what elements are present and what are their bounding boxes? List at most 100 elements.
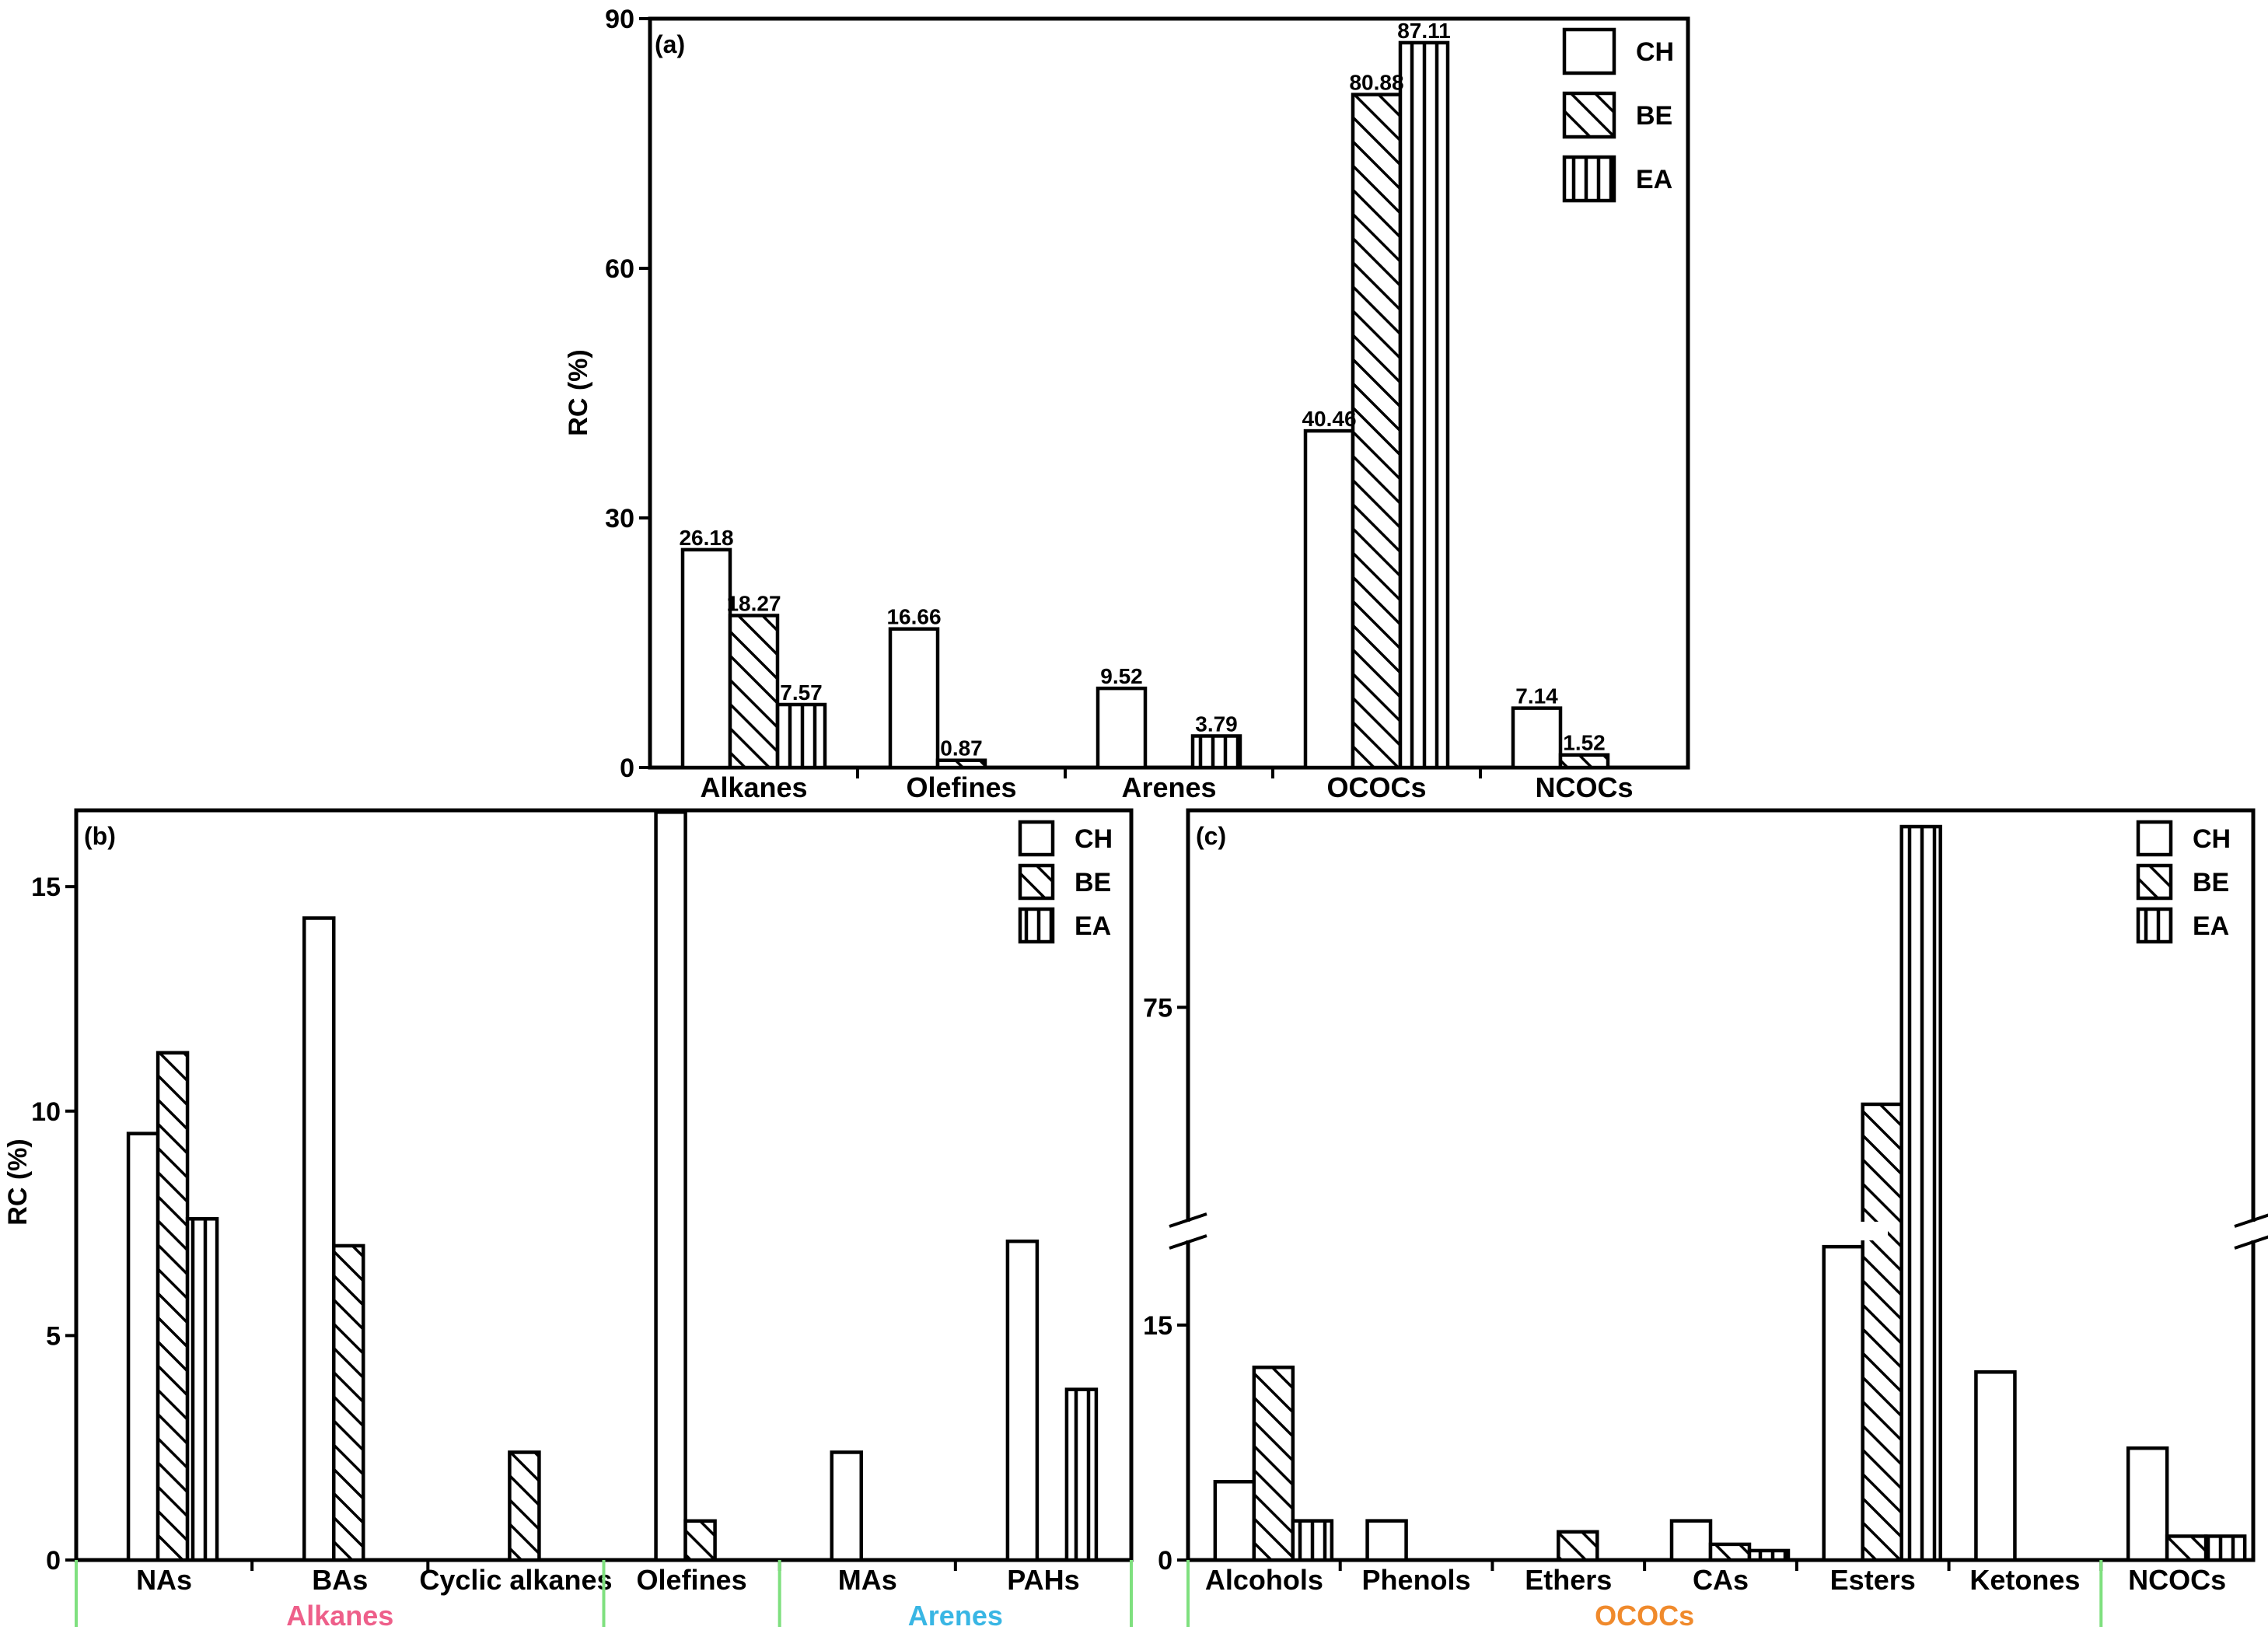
panel-b-bar-ch [302, 916, 336, 1562]
panel-c-label: (c) [1196, 822, 1226, 850]
panel-a-data-label: 3.79 [1195, 712, 1238, 736]
panel-a-data-label: 0.87 [940, 736, 983, 761]
panel-c-bar-ch [1669, 1519, 1713, 1562]
panel-b-label: (b) [84, 822, 116, 850]
panel-c-x-tick-label: Phenols [1362, 1564, 1471, 1596]
panel-c-break-mark [1169, 1234, 1207, 1250]
legend-swatch-b-be [1018, 863, 1055, 901]
panel-c-y-tick-label: 75 [1143, 993, 1172, 1023]
panel-a-data-label: 26.18 [679, 526, 733, 550]
panel-a-data-label: 7.57 [780, 680, 823, 705]
panel-c-bar-ea [1291, 1519, 1334, 1562]
panel-c-axis-gap-left [1183, 1222, 1193, 1240]
panel-b-bar-ch [830, 1450, 863, 1562]
legend-label-c-be: BE [2193, 868, 2229, 897]
legend-swatch-b-ch [1018, 820, 1055, 857]
panel-a-data-label: 87.11 [1397, 19, 1451, 43]
panel-b-x-tick-label: PAHs [1007, 1564, 1079, 1596]
legend-swatch-b-ea [1018, 907, 1055, 944]
panel-b-y-tick-label: 0 [46, 1546, 61, 1576]
panel-a-frame [648, 16, 1690, 770]
panel-b-bar-ch [654, 810, 687, 1562]
panel-b-bar-be [683, 1519, 717, 1562]
panel-b-frame [74, 808, 1134, 1562]
panel-c-break-mark [2234, 1235, 2268, 1250]
panel-c-group-label: OCOCs [1595, 1600, 1694, 1632]
panel-c-bar-ch [2126, 1446, 2169, 1562]
panel-c-bar-ea [1899, 824, 1942, 1562]
panel-c-bar-be [1557, 1530, 1599, 1562]
panel-c-bar-ch [1213, 1480, 1256, 1562]
panel-c-x-tick-label: Ethers [1525, 1564, 1612, 1596]
panel-b-bar-ea [1064, 1387, 1099, 1562]
panel-c-y-tick-label: 15 [1143, 1311, 1172, 1341]
panel-a-bar-be [728, 614, 780, 770]
panel-a-y-axis-title: RC (%) [564, 349, 593, 435]
panel-a-bar-ea [1398, 40, 1450, 770]
panel-a-data-label: 7.14 [1515, 684, 1558, 708]
panel-b-group-label: Alkanes [286, 1600, 393, 1632]
legend-label-a-be: BE [1636, 101, 1672, 131]
panel-a-x-tick-label: OCOCs [1326, 771, 1426, 803]
legend-swatch-a-be [1562, 91, 1616, 139]
panel-c-bar-gap [1655, 1222, 1888, 1240]
panel-a-bar-ch [1303, 428, 1355, 770]
panel-a-y-tick-label: 0 [620, 754, 634, 783]
panel-a-data-label: 80.88 [1349, 71, 1403, 95]
panel-b-bar-ch [126, 1132, 160, 1562]
panel-a-bar-ea [1190, 734, 1242, 770]
panel-c-y-tick-label: 0 [1158, 1546, 1172, 1576]
panel-c-x-tick-label: CAs [1693, 1564, 1749, 1596]
panel-a-bar-ch [1096, 686, 1148, 770]
panel-a-bar-ch [1511, 706, 1563, 770]
panel-c-axis-gap-right [2249, 1222, 2258, 1240]
legend-label-b-ch: CH [1075, 824, 1113, 854]
panel-b-y-tick-label: 5 [46, 1321, 61, 1351]
panel-b-y-tick-label: 10 [31, 1097, 61, 1127]
panel-a-y-tick-label: 60 [605, 254, 634, 284]
panel-a-data-label: 9.52 [1100, 664, 1143, 688]
panel-a-x-tick-label: Alkanes [700, 771, 807, 803]
panel-c-bar-be [1861, 1102, 1903, 1562]
panel-a-data-label: 40.46 [1302, 407, 1356, 431]
legend-label-a-ch: CH [1636, 37, 1674, 67]
panel-b-x-tick-label: Olefines [637, 1564, 747, 1596]
panel-a-bar-be [1351, 93, 1403, 770]
panel-a-chart: (a) RC (%) 0 30 60 90 26.18 18.27 7.57 16.66 0.… [564, 5, 1690, 803]
panel-a-data-label: 16.66 [886, 605, 941, 629]
panel-c-x-tick-label: Alcohols [1205, 1564, 1323, 1596]
panel-c-x-tick-label: Esters [1830, 1564, 1916, 1596]
panel-b-group-label: Arenes [908, 1600, 1003, 1632]
legend-label-b-be: BE [1075, 868, 1111, 897]
panel-c-bar-be [1708, 1542, 1752, 1562]
panel-b-y-axis-title: RC (%) [3, 1139, 33, 1225]
panel-b-x-tick-label: MAs [838, 1564, 897, 1596]
panel-c-bar-ea [2203, 1534, 2247, 1562]
panel-b-x-tick-label: Cyclic alkanes [419, 1564, 612, 1596]
legend-label-c-ch: CH [2193, 824, 2231, 854]
legend-swatch-a-ea [1562, 155, 1616, 203]
panel-b-bar-ch [1005, 1239, 1040, 1562]
panel-b-x-tick-label: NAs [136, 1564, 192, 1596]
panel-c-bar-ch [1822, 1244, 1864, 1562]
panel-c-x-tick-label: Ketones [1969, 1564, 2080, 1596]
panel-c-x-tick-label: NCOCs [2128, 1564, 2226, 1596]
panel-b-y-tick-label: 15 [31, 873, 61, 902]
panel-a-data-label: 1.52 [1563, 731, 1606, 755]
panel-a-y-tick-label: 30 [605, 504, 634, 533]
panel-c-bar-ea [1747, 1548, 1791, 1562]
panel-b-bar-be [508, 1450, 541, 1562]
legend-label-a-ea: EA [1636, 165, 1672, 194]
panel-b-bar-ea [185, 1217, 219, 1562]
legend-label-b-ea: EA [1075, 911, 1111, 941]
legend-swatch-c-ea [2136, 907, 2173, 944]
panel-c-chart: (c) 0 15 75 Alcohols Phenols Ethers CAs Esters… [1143, 808, 2268, 1632]
panel-b-bar-be [156, 1051, 190, 1562]
panel-b-x-tick-label: BAs [312, 1564, 368, 1596]
panel-a-y-tick-label: 90 [605, 5, 634, 34]
legend-swatch-c-ch [2136, 820, 2173, 857]
panel-c-break-mark [1169, 1212, 1207, 1228]
panel-a-x-tick-label: Arenes [1121, 771, 1216, 803]
legend-swatch-a-ch [1562, 27, 1616, 75]
panel-c-bar-be [2165, 1534, 2208, 1562]
